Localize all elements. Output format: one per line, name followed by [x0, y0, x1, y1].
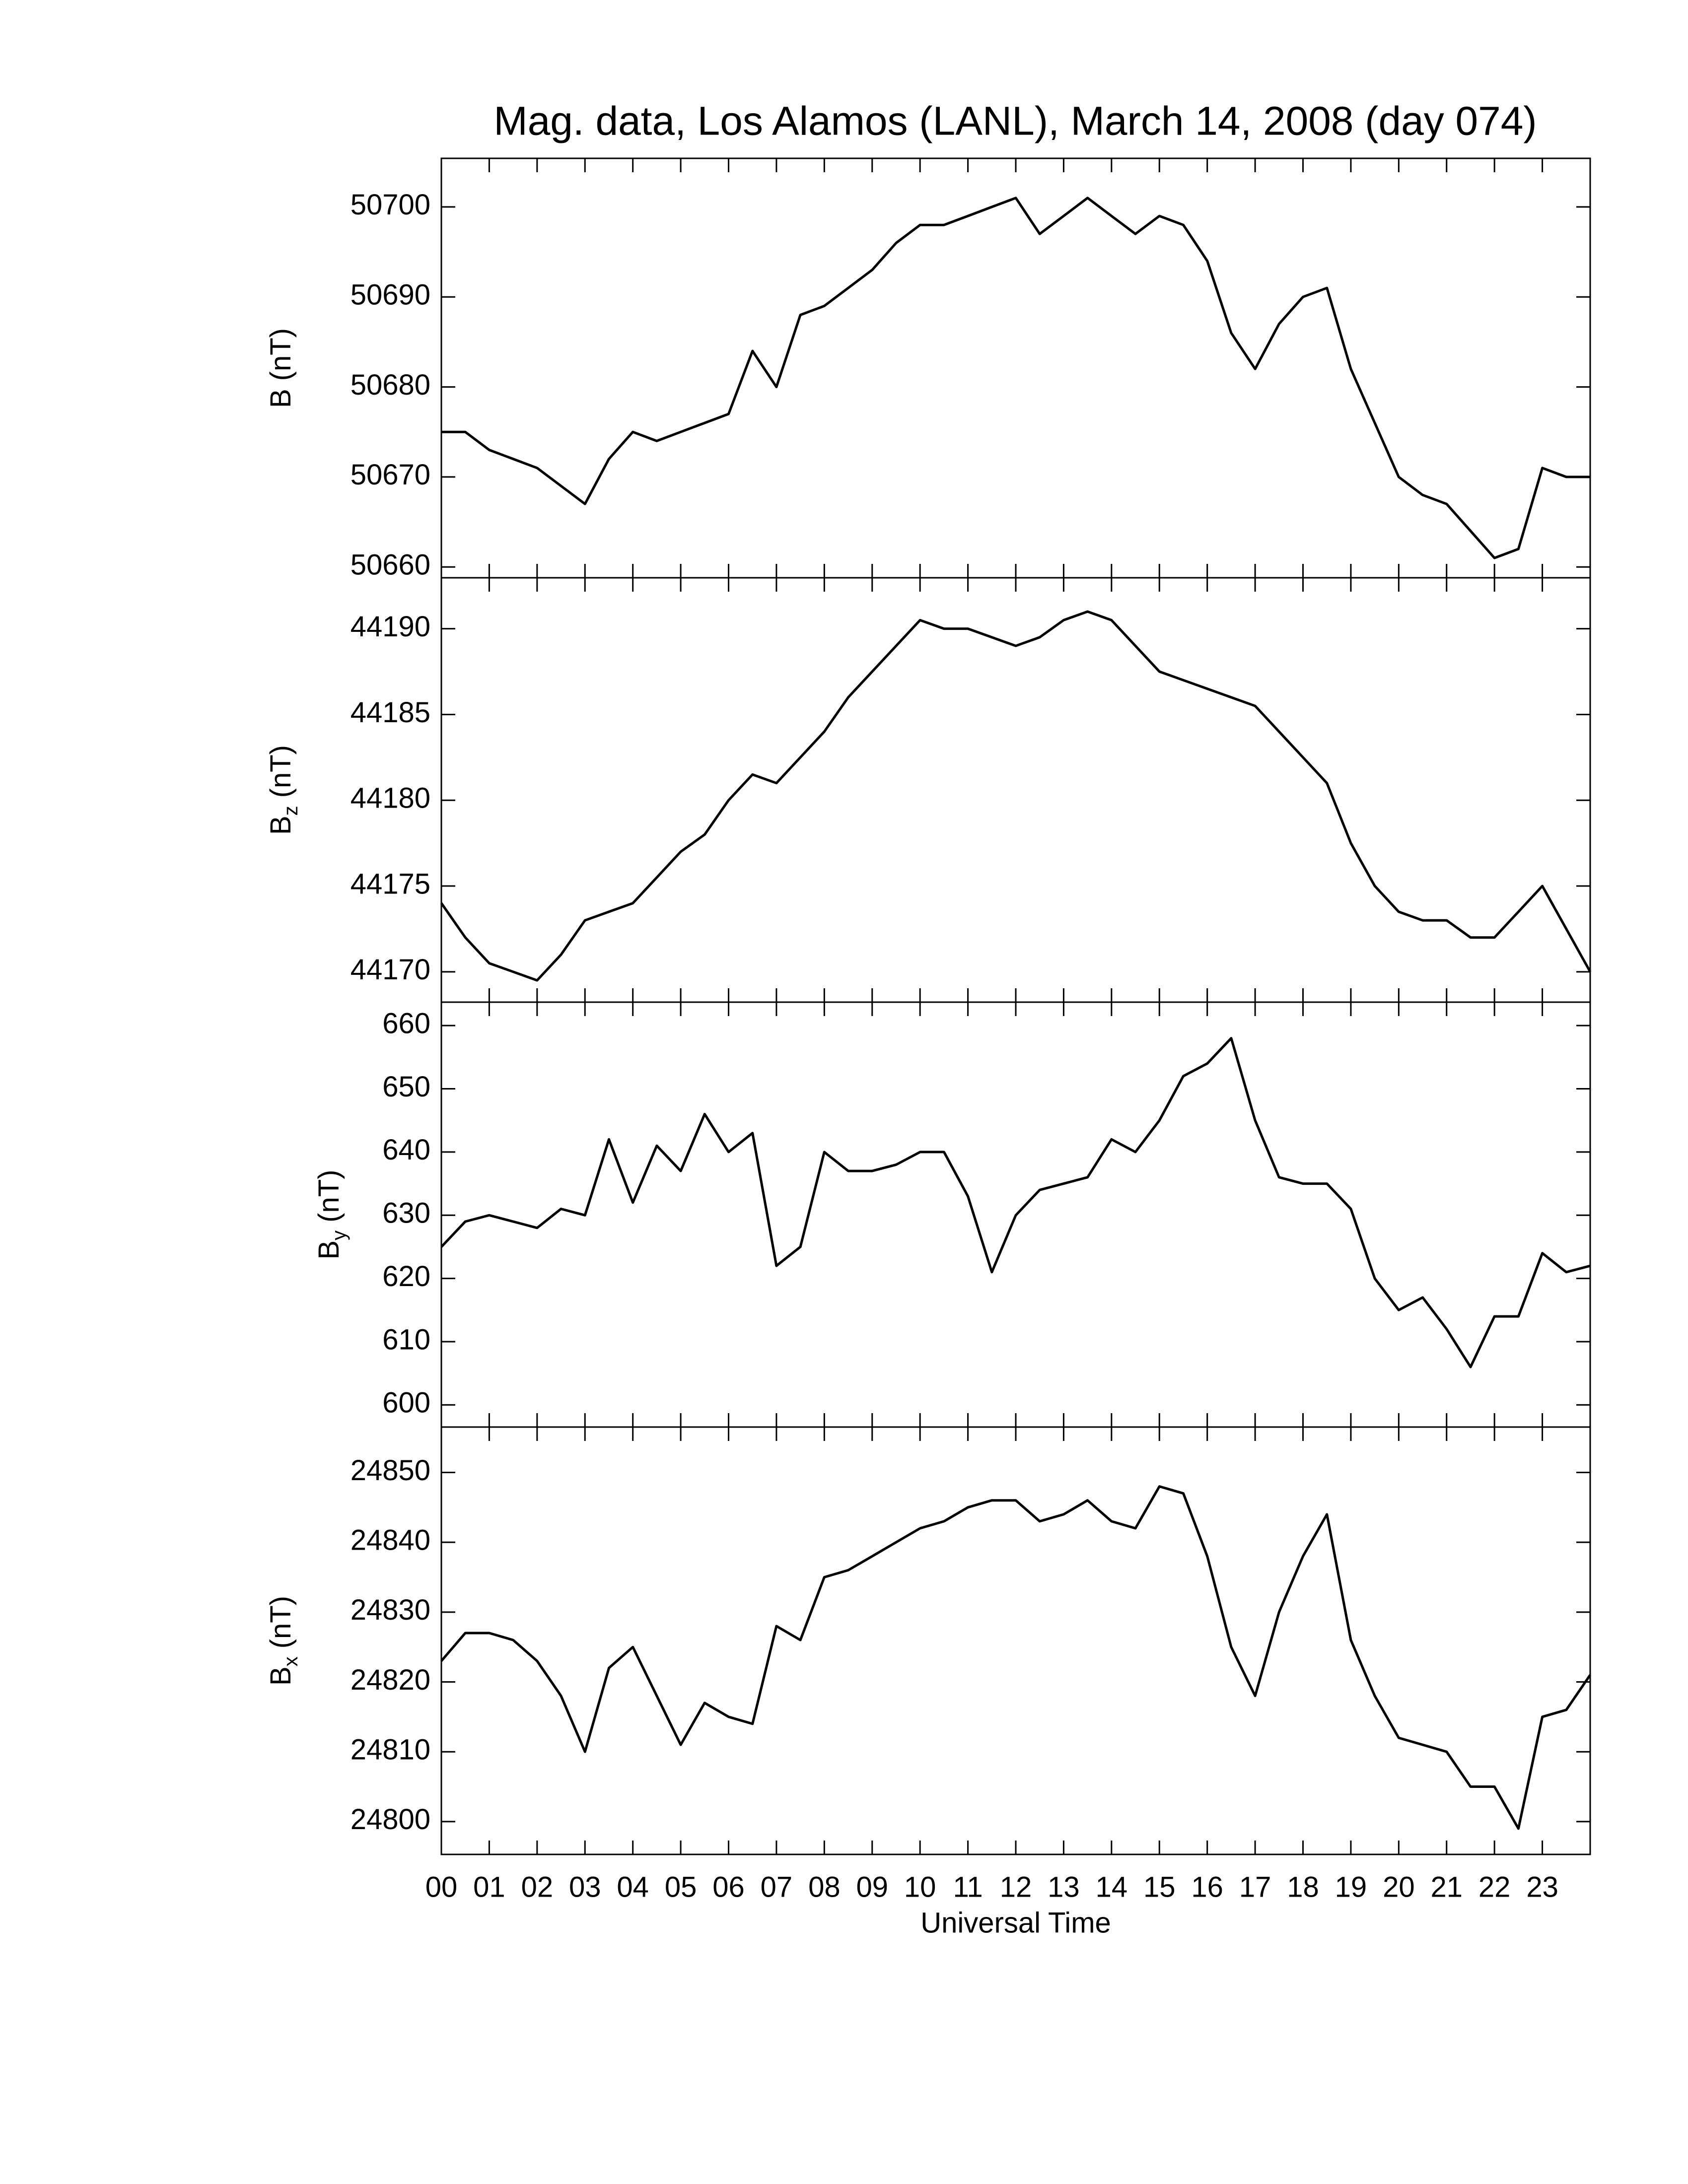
y-tick-label: 44190 — [351, 611, 430, 643]
x-tick-label: 04 — [617, 1871, 649, 1903]
y-tick-label: 44175 — [351, 868, 430, 900]
y-tick-label: 50680 — [351, 369, 430, 401]
y-axis-label: Bx (nT) — [265, 1596, 301, 1686]
y-axis-label-base: B — [313, 1240, 345, 1260]
y-tick-label: 640 — [382, 1134, 430, 1166]
x-tick-label: 08 — [808, 1871, 841, 1903]
x-tick-label: 12 — [1000, 1871, 1032, 1903]
x-tick-label: 13 — [1048, 1871, 1080, 1903]
y-axis-label-base: B — [265, 389, 297, 408]
x-tick-label: 14 — [1096, 1871, 1128, 1903]
y-axis-label: By (nT) — [313, 1169, 350, 1259]
x-axis-label: Universal Time — [920, 1907, 1111, 1939]
y-tick-label: 660 — [382, 1007, 430, 1039]
y-tick-label: 50690 — [351, 279, 430, 311]
y-axis-label-base: B — [265, 1666, 297, 1686]
y-tick-label: 24830 — [351, 1594, 430, 1626]
y-axis-label-sub: z — [280, 806, 302, 816]
x-tick-label: 16 — [1191, 1871, 1223, 1903]
y-tick-label: 24840 — [351, 1524, 430, 1556]
y-axis-label-unit: (nT) — [265, 328, 297, 381]
y-tick-label: 24820 — [351, 1664, 430, 1696]
x-tick-label: 23 — [1526, 1871, 1558, 1903]
x-tick-label: 02 — [521, 1871, 554, 1903]
x-tick-label: 18 — [1287, 1871, 1319, 1903]
data-line — [440, 1485, 1592, 1830]
x-tick-label: 10 — [904, 1871, 936, 1903]
chart-title: Mag. data, Los Alamos (LANL), March 14, … — [493, 99, 1537, 144]
x-tick-label: 05 — [665, 1871, 697, 1903]
x-tick-label: 09 — [856, 1871, 888, 1903]
y-tick-label: 24800 — [351, 1803, 430, 1836]
x-tick-label: 15 — [1143, 1871, 1176, 1903]
x-tick-label: 01 — [473, 1871, 505, 1903]
y-tick-label: 50660 — [351, 549, 430, 581]
x-tick-label: 11 — [953, 1871, 983, 1903]
y-tick-label: 24850 — [351, 1454, 430, 1487]
y-tick-label: 24810 — [351, 1734, 430, 1766]
y-tick-label: 44185 — [351, 696, 430, 729]
x-tick-label: 19 — [1335, 1871, 1367, 1903]
data-line — [441, 197, 1590, 559]
y-tick-label: 600 — [382, 1387, 430, 1419]
y-tick-label: 44170 — [351, 954, 430, 986]
y-axis-label-unit: (nT) — [313, 1169, 345, 1222]
y-axis-label: Bz (nT) — [265, 745, 301, 835]
y-axis-label-base: B — [265, 816, 297, 835]
data-line — [440, 1037, 1591, 1368]
x-tick-label: 03 — [569, 1871, 601, 1903]
y-axis-label: B (nT) — [265, 328, 297, 408]
x-tick-label: 07 — [761, 1871, 793, 1903]
x-tick-label: 20 — [1383, 1871, 1415, 1903]
x-tick-label: 17 — [1239, 1871, 1271, 1903]
x-tick-label: 22 — [1478, 1871, 1511, 1903]
y-axis-label-unit: (nT) — [265, 1596, 297, 1648]
y-axis-label-sub: x — [280, 1656, 302, 1666]
x-tick-label: 00 — [425, 1871, 458, 1903]
data-line — [440, 610, 1592, 982]
x-tick-label: 06 — [712, 1871, 745, 1903]
y-tick-label: 650 — [382, 1071, 430, 1103]
y-tick-label: 50670 — [351, 459, 430, 491]
y-tick-label: 44180 — [351, 782, 430, 815]
y-axis-label-sub: y — [328, 1230, 350, 1240]
y-axis-label-unit: (nT) — [265, 745, 297, 798]
y-tick-label: 630 — [382, 1197, 430, 1229]
y-tick-label: 610 — [382, 1323, 430, 1356]
y-tick-label: 50700 — [351, 189, 430, 221]
y-tick-label: 620 — [382, 1260, 430, 1293]
x-tick-label: 21 — [1430, 1871, 1463, 1903]
